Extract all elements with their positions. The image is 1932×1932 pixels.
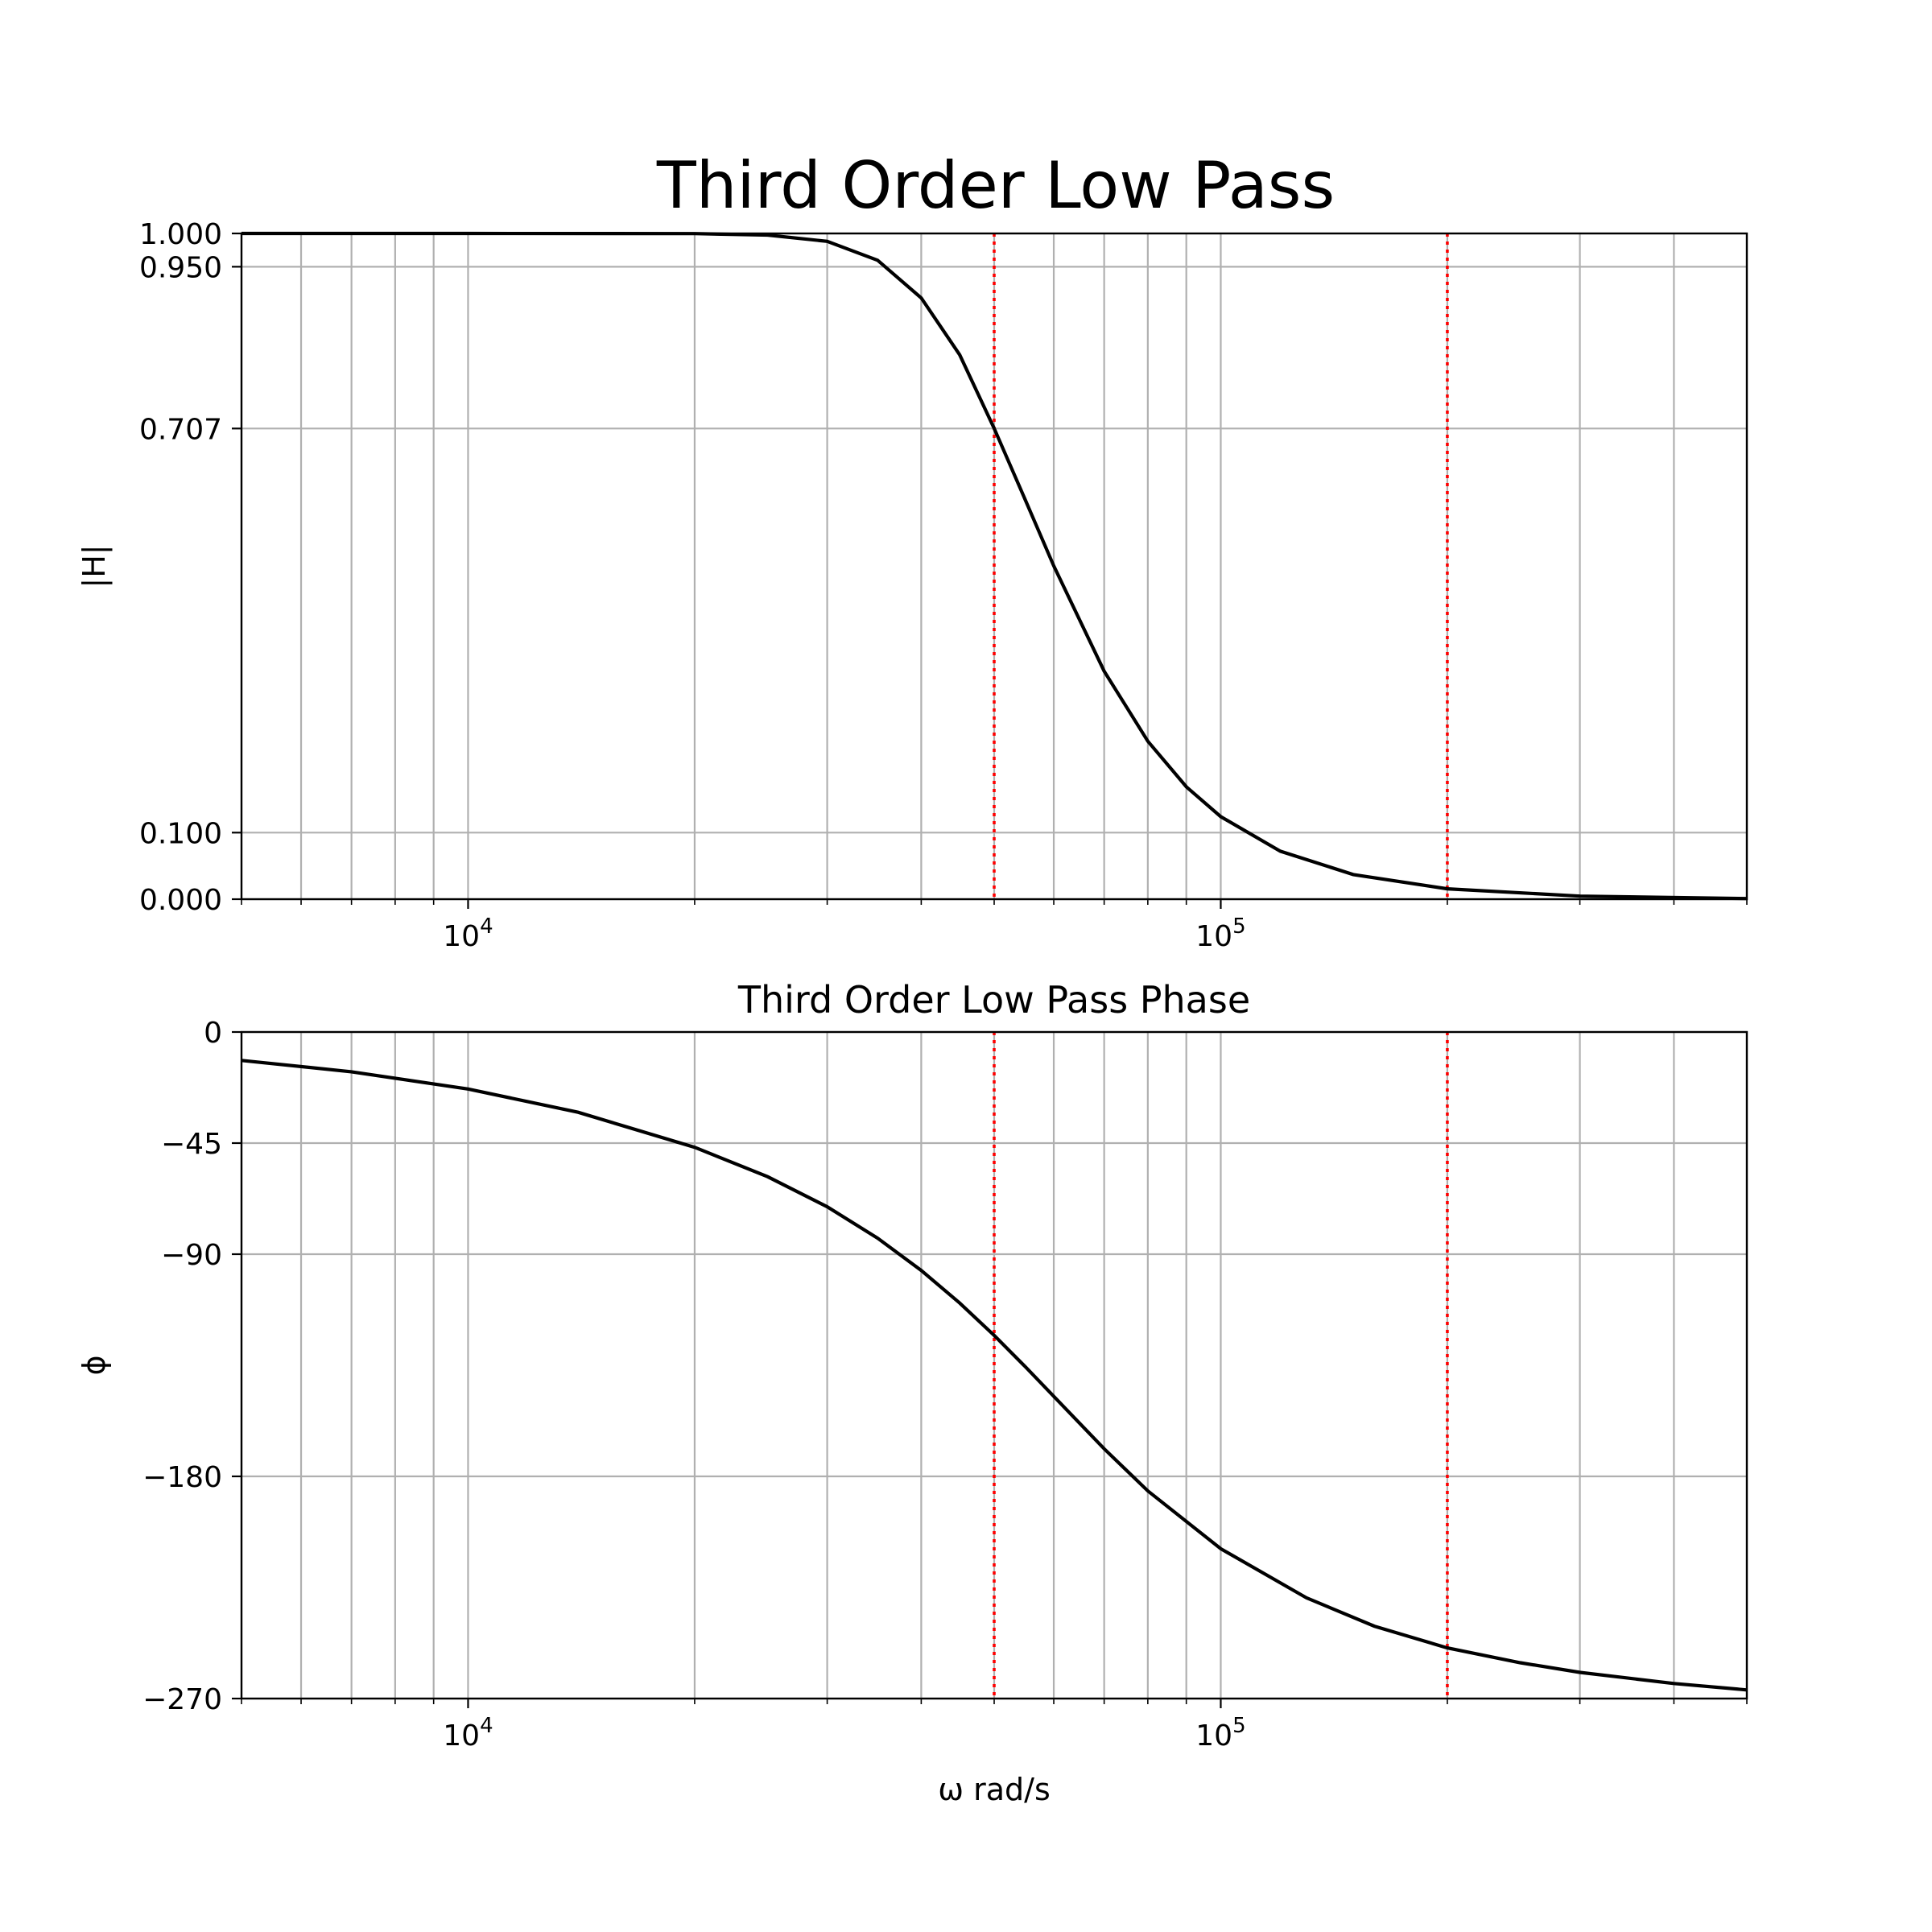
phase-y-tick-label: 0: [204, 1017, 222, 1050]
magnitude-x-tick-label-base: 10: [1195, 920, 1232, 953]
magnitude-y-tick-label: 0.100: [139, 817, 222, 850]
phase-x-tick-label-exponent: 5: [1232, 1714, 1246, 1738]
phase-x-tick-label: 105: [1195, 1714, 1245, 1752]
phase-subplot-title: Third Order Low Pass Phase: [737, 978, 1250, 1022]
magnitude-x-tick-label-base: 10: [443, 920, 480, 953]
magnitude-y-tick-label: 0.707: [139, 413, 222, 446]
magnitude-y-axis-label: |H|: [76, 544, 113, 588]
magnitude-x-tick-label-exponent: 5: [1232, 914, 1246, 939]
magnitude-x-tick-label-exponent: 4: [480, 914, 493, 939]
phase-axes-frame: [240, 1030, 1748, 1700]
phase-x-tick-label: 104: [443, 1714, 493, 1752]
magnitude-y-tick-label: 0.950: [139, 251, 222, 284]
phase-y-tick-label: −270: [142, 1683, 222, 1716]
phase-x-tick-label-exponent: 4: [480, 1714, 493, 1738]
magnitude-x-tick-label: 104: [443, 914, 493, 953]
phase-x-tick-label-base: 10: [1195, 1719, 1232, 1752]
phase-y-tick-label: −45: [161, 1128, 222, 1161]
phase-x-axis-label: ω rad/s: [938, 1772, 1051, 1807]
phase-x-tick-label-base: 10: [443, 1719, 480, 1752]
magnitude-series-line: [242, 231, 1748, 901]
magnitude-x-tick-label: 105: [1195, 914, 1245, 953]
phase-series-line: [241, 1059, 1748, 1692]
magnitude-y-tick-label: 1.000: [139, 218, 222, 251]
phase-y-tick-label: −180: [142, 1461, 222, 1494]
phase-y-tick-label: −90: [161, 1239, 222, 1272]
magnitude-y-tick-label: 0.000: [139, 884, 222, 917]
phase-y-axis-label: ϕ: [76, 1355, 112, 1375]
figure-title: Third Order Low Pass: [656, 148, 1335, 223]
magnitude-axes-frame: [240, 232, 1748, 901]
